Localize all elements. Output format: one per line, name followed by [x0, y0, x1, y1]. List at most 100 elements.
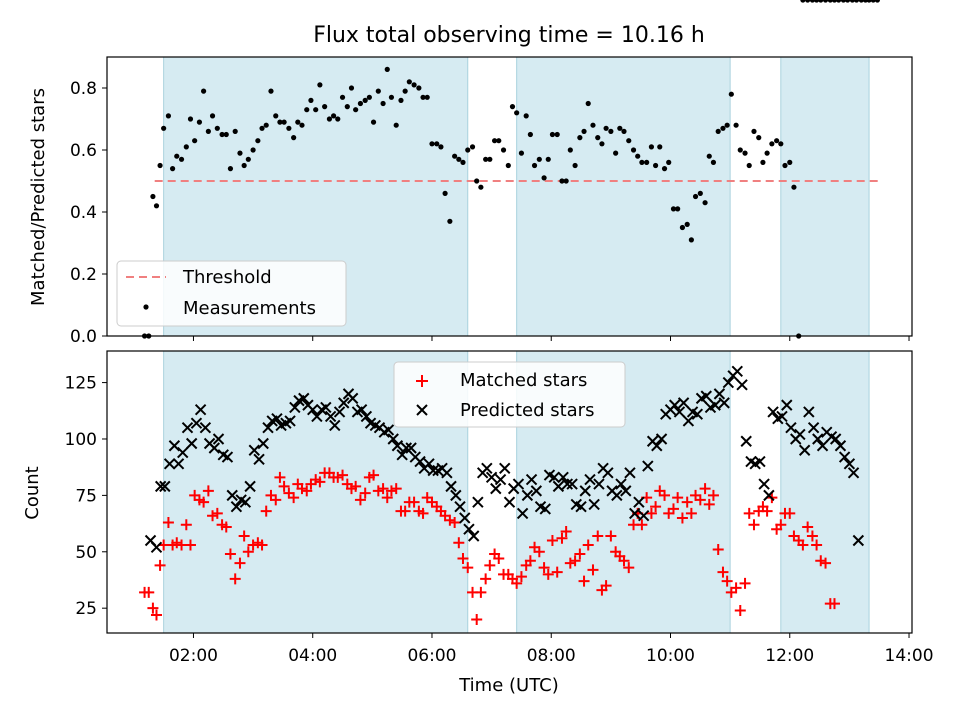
matched-star-point: [314, 476, 326, 488]
predicted-star-point: [163, 458, 176, 470]
measurement-point: [523, 113, 529, 119]
measurement-point: [505, 162, 511, 169]
matched-star-point: [712, 544, 724, 556]
predicted-star-point: [450, 489, 462, 502]
measurement-point: [456, 156, 462, 162]
measurement-point: [424, 94, 430, 100]
predicted-star-point: [382, 424, 395, 436]
matched-star-point: [296, 483, 308, 495]
predicted-star-point: [244, 480, 256, 493]
matched-star-point: [368, 469, 380, 481]
measurement-point: [447, 218, 453, 224]
measurement-point: [617, 125, 623, 131]
measurement-point: [438, 144, 444, 150]
predicted-star-point: [454, 500, 466, 513]
predicted-stars-series: [146, 366, 865, 553]
measurement-point: [263, 122, 269, 128]
measurement-point: [205, 128, 211, 134]
predicted-star-point: [257, 437, 269, 450]
predicted-star-point: [852, 534, 865, 547]
measurement-point: [375, 88, 381, 94]
matched-star-point: [154, 559, 166, 571]
measurement-point: [541, 175, 547, 181]
measurement-point: [183, 144, 189, 150]
legend-measurements-swatch: [143, 304, 149, 310]
predicted-star-point: [579, 485, 591, 497]
matched-star-point: [564, 557, 576, 569]
matched-star-point: [761, 505, 773, 517]
predicted-star-point: [307, 403, 319, 416]
matched-star-point: [574, 548, 586, 560]
predicted-star-point: [311, 410, 323, 423]
predicted-star-point: [185, 437, 198, 450]
top-y-tick-label: 0.4: [70, 203, 97, 223]
measurement-point: [402, 88, 408, 94]
predicted-star-point: [521, 489, 534, 502]
measurement-point: [357, 100, 364, 107]
predicted-star-point: [387, 433, 399, 445]
measurement-point: [330, 113, 337, 119]
predicted-star-point: [355, 403, 368, 416]
predicted-star-point: [847, 467, 860, 479]
measurement-point: [209, 113, 216, 119]
predicted-star-point: [620, 485, 632, 497]
legend-matched-label: Matched stars: [460, 370, 587, 391]
x-tick-label: 12:00: [765, 646, 814, 666]
measurement-point: [299, 122, 305, 128]
measurement-point: [153, 203, 160, 209]
measurement-point: [831, 0, 838, 3]
bottom-legend-box: [393, 361, 626, 428]
measurement-point: [679, 224, 686, 231]
measurement-point: [853, 0, 860, 3]
predicted-star-point: [396, 449, 408, 461]
matched-star-point: [198, 496, 210, 508]
predicted-star-point: [803, 406, 815, 418]
matched-star-point: [511, 577, 523, 589]
measurement-point: [874, 0, 881, 3]
measurement-point: [487, 156, 493, 162]
measurement-point: [710, 159, 717, 165]
measurement-point: [724, 122, 730, 128]
predicted-star-point: [781, 399, 793, 411]
measurement-point: [536, 156, 542, 162]
matched-star-point: [184, 539, 196, 551]
matched-star-point: [672, 492, 684, 504]
top-y-tick-label: 0.8: [70, 79, 97, 99]
predicted-star-point: [843, 458, 856, 470]
predicted-star-point: [172, 458, 185, 470]
measurement-point: [317, 82, 323, 88]
predicted-star-point: [740, 435, 752, 447]
measurement-point: [661, 166, 668, 172]
matched-stars-series: [139, 467, 840, 625]
measurement-point: [630, 147, 637, 153]
matched-star-point: [806, 530, 818, 542]
measurement-point: [652, 162, 659, 169]
measurement-point: [840, 0, 847, 3]
matched-star-point: [623, 562, 635, 574]
predicted-star-point: [459, 512, 471, 524]
measurement-point: [870, 0, 876, 3]
predicted-star-point: [718, 397, 730, 409]
measurement-point: [613, 150, 619, 156]
predicted-star-point: [530, 485, 543, 497]
measurement-point: [567, 147, 573, 153]
observing-window-band: [780, 351, 870, 633]
predicted-star-point: [253, 453, 265, 465]
matched-star-point: [399, 505, 411, 517]
measurement-point: [174, 153, 180, 159]
predicted-star-point: [624, 467, 636, 479]
predicted-star-point: [360, 410, 373, 423]
matched-star-point: [556, 532, 568, 544]
x-axis-label: Time (UTC): [458, 675, 559, 696]
matched-star-point: [582, 539, 594, 551]
measurement-point: [760, 159, 766, 165]
predicted-star-point: [785, 421, 797, 434]
measurement-point: [411, 82, 417, 88]
measurement-point: [286, 125, 292, 131]
measurement-point: [787, 159, 793, 165]
predicted-star-point: [324, 410, 337, 423]
bottom-y-tick-label: 75: [75, 486, 97, 506]
matched-star-point: [475, 586, 487, 598]
matched-star-point: [730, 582, 742, 594]
measurement-point: [214, 125, 220, 131]
